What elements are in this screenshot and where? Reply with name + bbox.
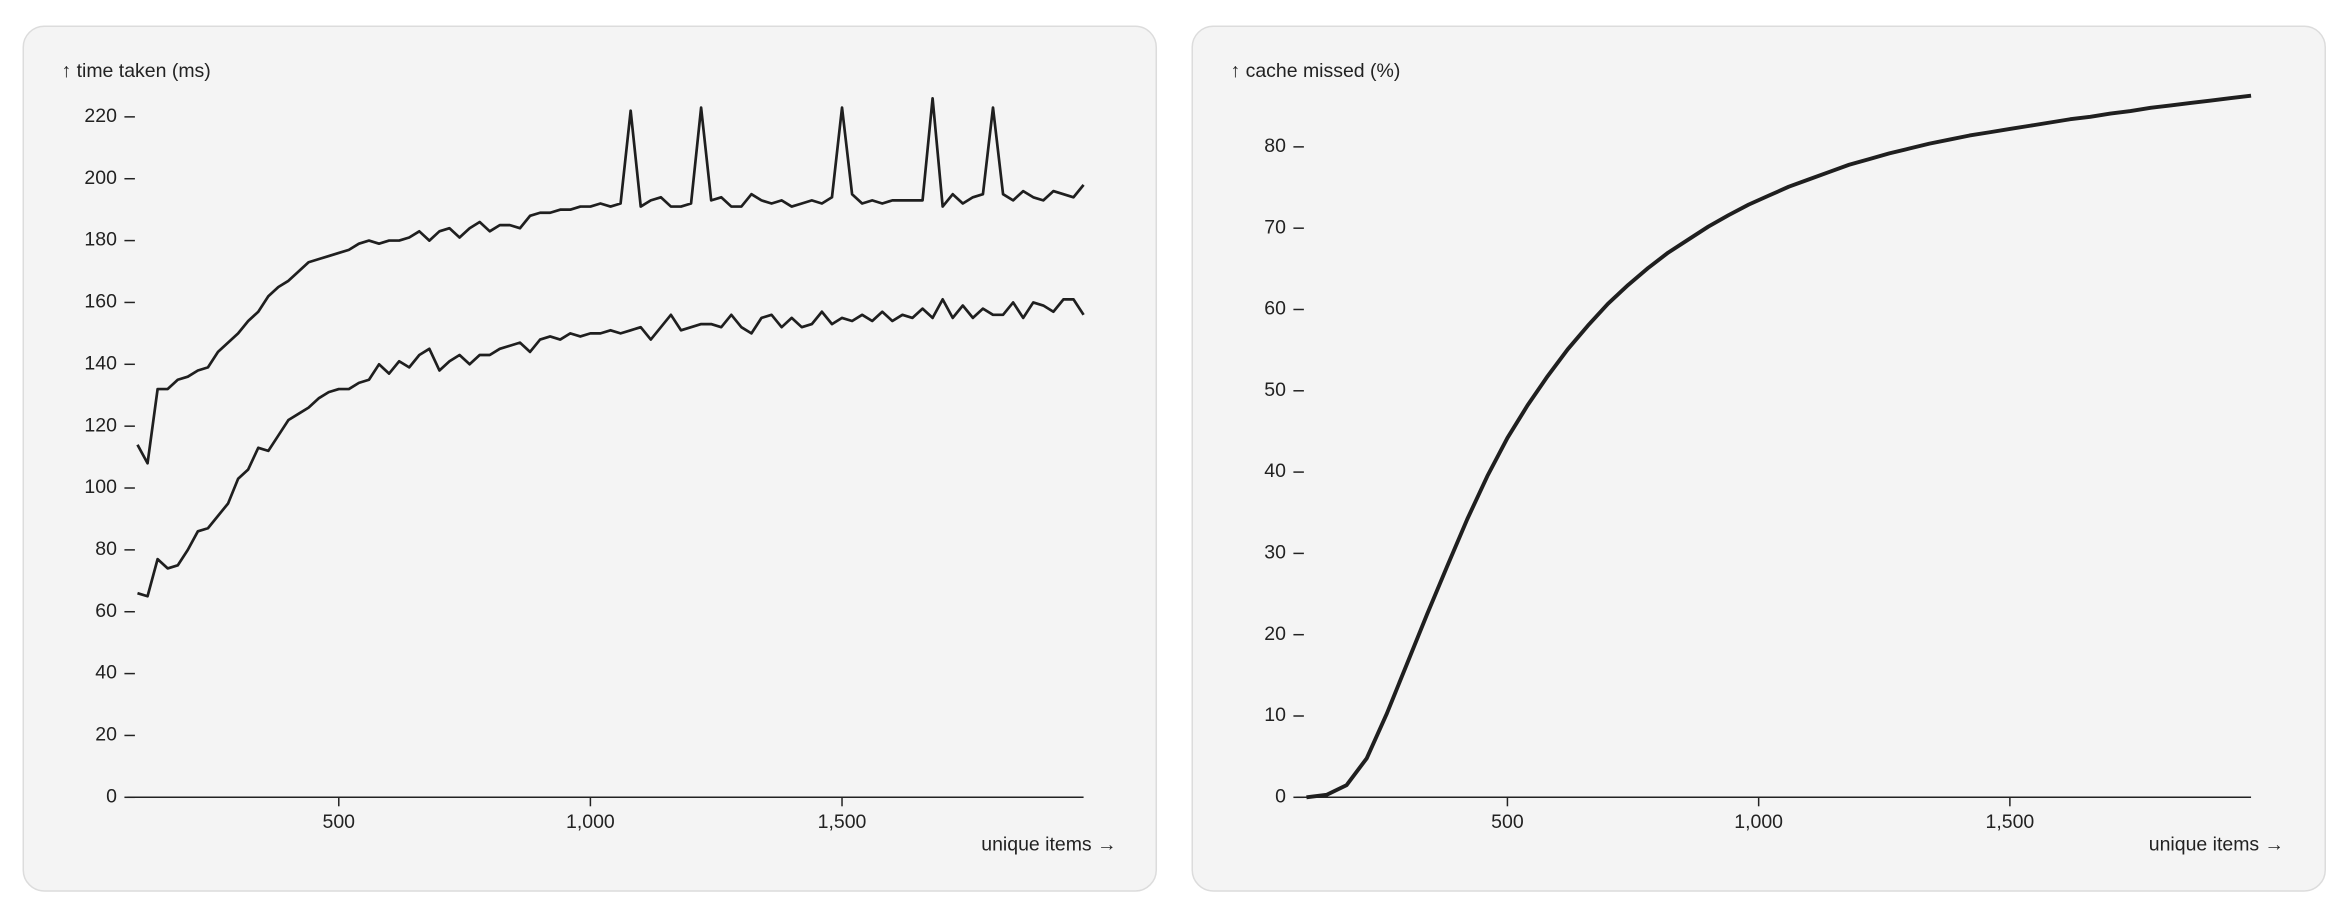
x-tick-label: 500 [1491, 811, 1524, 833]
y-tick-label: 60 [1264, 298, 1286, 320]
chart-panel [22, 25, 1158, 892]
y-tick-label: 30 [1264, 542, 1286, 564]
y-tick-label: 140 [84, 352, 117, 374]
x-tick-label: 1,000 [1734, 811, 1783, 833]
x-axis-label: unique items → [2149, 833, 2284, 855]
y-tick-label: 20 [1264, 623, 1286, 645]
y-tick-label: 40 [95, 662, 117, 684]
x-tick-label: 1,500 [818, 811, 867, 833]
y-tick-label: 0 [1275, 785, 1286, 807]
x-axis-label: unique items → [981, 833, 1116, 855]
y-axis-label: ↑ time taken (ms) [61, 60, 210, 82]
chart-panel [1191, 25, 2326, 892]
y-tick-label: 10 [1264, 704, 1286, 726]
y-tick-label: 20 [95, 724, 117, 746]
y-tick-label: 100 [84, 476, 117, 498]
data-line [136, 96, 1085, 465]
y-tick-label: 80 [95, 538, 117, 560]
y-tick-label: 180 [84, 229, 117, 251]
y-tick-label: 60 [95, 600, 117, 622]
x-tick-label: 1,000 [566, 811, 615, 833]
y-tick-label: 80 [1264, 135, 1286, 157]
x-tick-label: 500 [323, 811, 356, 833]
x-tick-label: 1,500 [1986, 811, 2035, 833]
y-tick-label: 200 [84, 167, 117, 189]
y-tick-label: 0 [106, 785, 117, 807]
y-tick-label: 40 [1264, 460, 1286, 482]
y-tick-label: 120 [84, 414, 117, 436]
y-tick-label: 50 [1264, 379, 1286, 401]
data-line [137, 297, 1085, 598]
y-tick-label: 70 [1264, 216, 1286, 238]
y-tick-label: 220 [84, 105, 117, 127]
data-line [1306, 93, 2252, 800]
y-tick-label: 160 [84, 291, 117, 313]
y-axis-label: ↑ cache missed (%) [1230, 60, 1400, 82]
